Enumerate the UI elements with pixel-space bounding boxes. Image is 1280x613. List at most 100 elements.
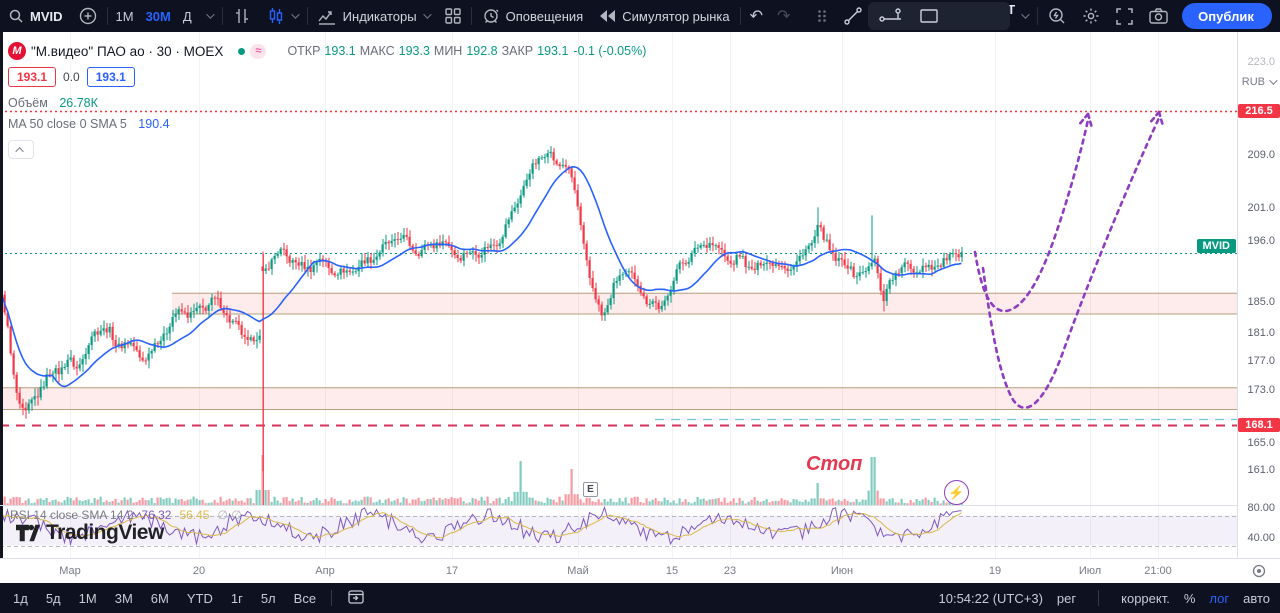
ma-legend-row[interactable]: MA 50 close 0 SMA 5 190.4 xyxy=(8,117,646,131)
toolbar-divider xyxy=(106,7,108,25)
symbol-name: MVID xyxy=(30,8,63,24)
legend-title-row[interactable]: М "М.видео" ПАО ао · 30 · MOEX ≈ ОТКР 193… xyxy=(8,42,646,60)
rectangle-tool-button[interactable] xyxy=(911,0,947,32)
drawing-toolbar-drag-handle[interactable] xyxy=(809,0,835,32)
legend-collapse-button[interactable] xyxy=(8,140,34,159)
alerts-label: Оповещения xyxy=(505,8,584,24)
interval-button-1М[interactable]: 1М xyxy=(115,8,134,24)
toolbar-divider xyxy=(1098,590,1100,606)
toolbar-divider xyxy=(221,7,223,25)
time-axis[interactable]: Мар 20 Апр 17 Май 15 23 Июн 19 Июл 21:00 xyxy=(0,559,1280,583)
quick-search-button[interactable] xyxy=(1040,0,1074,32)
time-axis-label: Мар xyxy=(59,565,81,577)
undo-button[interactable]: ↶ xyxy=(749,8,764,25)
pane-separator[interactable] xyxy=(0,558,1280,559)
mvideo-logo: М xyxy=(8,42,26,60)
range-button-1д[interactable]: 1д xyxy=(13,590,28,606)
plus-circle-icon xyxy=(79,7,96,25)
interval-button-30М[interactable]: 30М xyxy=(145,8,171,24)
left-edge-strip xyxy=(0,32,3,583)
range-button-Все[interactable]: Все xyxy=(293,590,317,606)
price-axis-label: 40.00 xyxy=(1247,532,1275,544)
quick-search-icon xyxy=(1049,8,1065,24)
time-axis-label: 23 xyxy=(723,565,737,577)
interval-menu-button[interactable] xyxy=(198,0,220,32)
indicators-button[interactable]: Индикаторы xyxy=(310,0,437,32)
currency-selector[interactable]: RUB xyxy=(1242,76,1278,88)
range-button-1г[interactable]: 1г xyxy=(230,590,243,606)
chevron-down-icon xyxy=(1021,10,1030,19)
price-axis-label: 201.0 xyxy=(1247,202,1275,214)
fullscreen-button[interactable] xyxy=(1108,0,1141,32)
rsi-legend-row[interactable]: RSI 14 close SMA 14 2 76.32 56.45 ∅ ∅ xyxy=(10,508,242,522)
time-axis-label: Июн xyxy=(830,565,854,577)
session-toggle[interactable]: рег xyxy=(1056,590,1077,606)
ohlc-values: ОТКР 193.1 МАКС 193.3 МИН 192.8 ЗАКР 193.1 xyxy=(287,44,568,58)
toolbar-divider xyxy=(739,7,741,25)
horizontal-ray-tool-button[interactable] xyxy=(871,0,911,32)
price-axis[interactable]: RUB 223.0 209.0 201.0 196.0 185.0 181.0 177.0 1… xyxy=(1238,32,1280,558)
price-axis-label: 173.0 xyxy=(1247,384,1275,396)
publish-button[interactable]: Опублик xyxy=(1182,3,1272,29)
range-button-5д[interactable]: 5д xyxy=(45,590,61,606)
replay-label: Симулятор рынка xyxy=(622,8,730,24)
stop-annotation[interactable]: Стоп xyxy=(806,453,863,475)
volume-legend-row[interactable]: Объём 26.78К xyxy=(8,96,646,110)
price-axis-label: 223.0 xyxy=(1247,56,1275,68)
ohlc-key: МАКС xyxy=(359,44,395,58)
go-to-date-icon xyxy=(348,589,364,604)
range-button-1М[interactable]: 1М xyxy=(78,590,97,606)
candles-style-button[interactable] xyxy=(259,0,305,32)
replay-button[interactable]: Симулятор рынка xyxy=(591,0,737,32)
ma-value: 190.4 xyxy=(138,117,170,131)
auto-scale-toggle[interactable]: авто xyxy=(1243,590,1270,606)
ask-button[interactable]: 193.1 xyxy=(86,67,135,87)
ohlc-value: 193.3 xyxy=(398,44,430,58)
top-toolbar: MVID 1М 30М Д Индикаторы Оповещения xyxy=(0,0,1280,32)
adjust-toggle[interactable]: коррект. xyxy=(1121,590,1170,606)
interval-button-Д[interactable]: Д xyxy=(182,8,192,24)
range-button-6М[interactable]: 6М xyxy=(150,590,169,606)
trend-line-tool-button[interactable] xyxy=(835,0,871,32)
settings-button[interactable] xyxy=(1074,0,1108,32)
price-axis-label: 161.0 xyxy=(1247,464,1275,476)
approx-data-badge: ≈ xyxy=(250,43,267,59)
instant-trade-lightning-button[interactable]: ⚡ xyxy=(944,480,969,505)
compare-symbol-button[interactable] xyxy=(71,0,105,32)
candlestick-icon xyxy=(269,8,282,24)
price-level-badge: 216.5 xyxy=(1238,104,1280,118)
toolbar-divider xyxy=(470,7,472,25)
bars-style-button[interactable] xyxy=(225,0,259,32)
snapshot-button[interactable] xyxy=(1141,0,1176,32)
toolbar-divider xyxy=(306,7,308,25)
time-axis-settings-icon[interactable] xyxy=(1252,564,1266,583)
alerts-button[interactable]: Оповещения xyxy=(474,0,592,32)
price-level-badge: 168.1 xyxy=(1238,418,1280,432)
time-axis-label: 19 xyxy=(988,565,1002,577)
trend-line-icon xyxy=(844,7,863,25)
earnings-marker[interactable]: E xyxy=(583,482,598,497)
symbol-search-button[interactable]: MVID xyxy=(0,0,71,32)
volume-label: Объём xyxy=(8,96,48,110)
percent-scale-toggle[interactable]: % xyxy=(1183,590,1196,606)
range-button-YTD[interactable]: YTD xyxy=(186,590,213,606)
redo-button[interactable]: ↷ xyxy=(777,8,791,25)
spread-value: 0.0 xyxy=(63,70,80,84)
bid-button[interactable]: 193.1 xyxy=(8,67,57,87)
go-to-date-button[interactable] xyxy=(340,587,372,610)
range-button-3М[interactable]: 3М xyxy=(114,590,133,606)
market-open-dot xyxy=(238,47,246,55)
pane-separator[interactable] xyxy=(0,505,1280,506)
volume-value: 26.78К xyxy=(59,96,98,110)
chevron-down-icon xyxy=(290,10,300,19)
rsi-muted-flags: ∅ ∅ xyxy=(217,508,242,522)
ohlc-value: 192.8 xyxy=(466,44,498,58)
price-axis-label: 196.0 xyxy=(1247,235,1275,247)
range-button-5л[interactable]: 5л xyxy=(260,590,276,606)
indicator-templates-button[interactable] xyxy=(437,0,469,32)
log-scale-toggle[interactable]: лог xyxy=(1209,590,1230,606)
time-axis-label: 21:00 xyxy=(1144,565,1172,577)
ohlc-value: 193.1 xyxy=(537,44,569,58)
chevron-down-icon xyxy=(1269,76,1278,85)
chart-pane: М "М.видео" ПАО ао · 30 · MOEX ≈ ОТКР 193… xyxy=(0,32,1280,583)
